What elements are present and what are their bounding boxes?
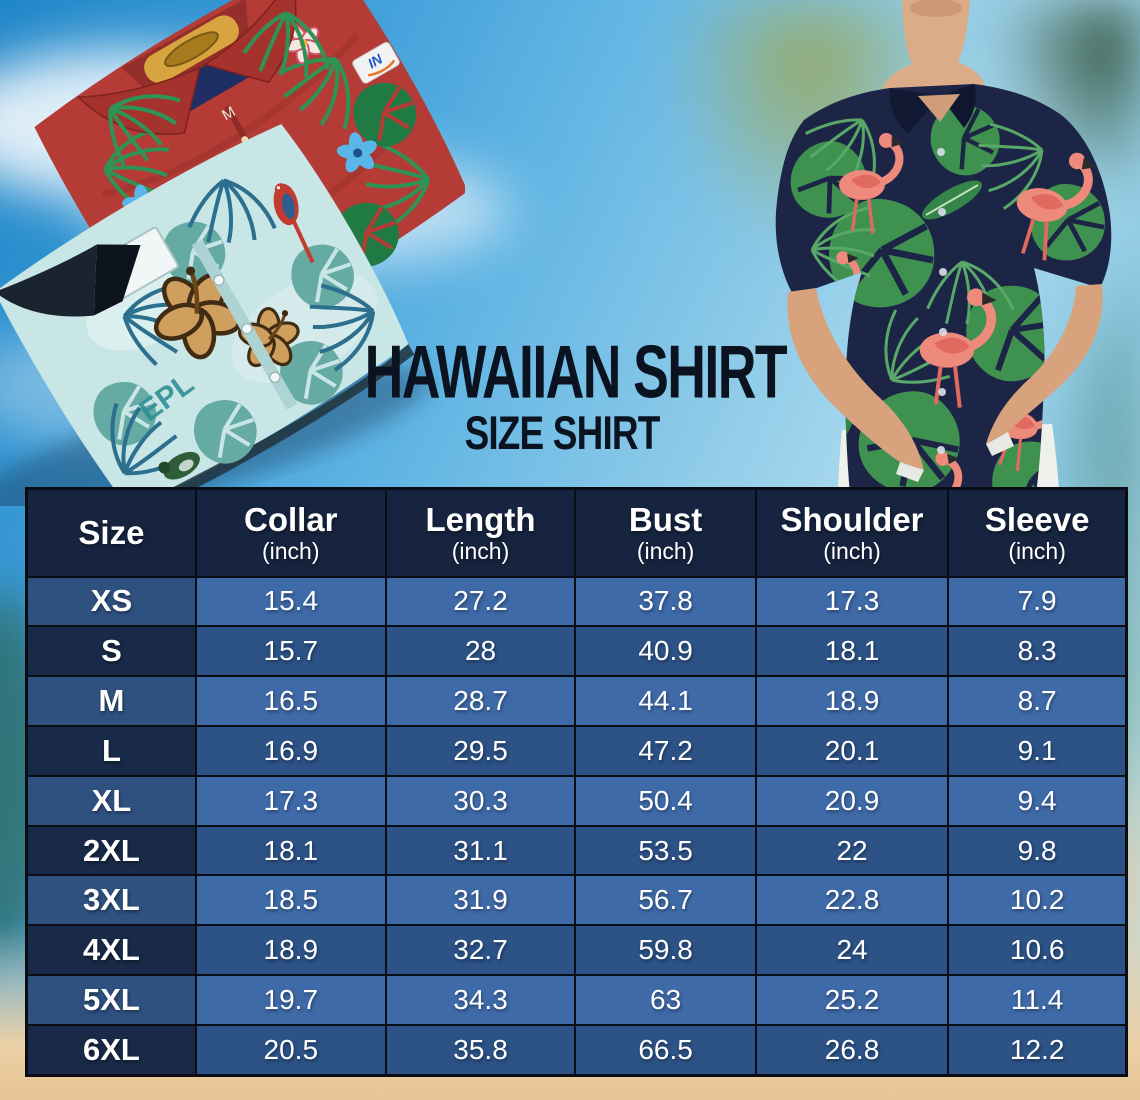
measurement-cell: 22.8	[754, 874, 950, 927]
size-label-s: S	[25, 625, 197, 678]
measurement-cell: 7.9	[947, 575, 1128, 628]
measurement-cell: 10.6	[947, 924, 1128, 977]
table-row: XS 15.4 27.2 37.8 17.3 7.9	[25, 575, 1128, 628]
measurement-cell: 20.1	[754, 724, 950, 777]
measurement-cell: 26.8	[754, 1023, 950, 1077]
column-header-size: Size	[25, 487, 197, 578]
table-row: M 16.5 28.7 44.1 18.9 8.7	[25, 675, 1128, 727]
page-title: HAWAIIAN SHIRT	[364, 330, 788, 415]
measurement-cell: 24	[754, 924, 950, 977]
measurement-cell: 31.9	[384, 874, 577, 927]
measurement-cell: 18.1	[754, 625, 950, 678]
measurement-cell: 10.2	[947, 874, 1128, 927]
size-label-5xl: 5XL	[25, 974, 197, 1026]
size-label-xl: XL	[25, 774, 197, 827]
table-row: 3XL 18.5 31.9 56.7 22.8 10.2	[25, 874, 1128, 927]
column-header-bust: Bust (inch)	[574, 487, 757, 578]
measurement-cell: 8.3	[947, 625, 1128, 678]
table-row: 6XL 20.5 35.8 66.5 26.8 12.2	[25, 1023, 1128, 1077]
measurement-cell: 30.3	[384, 774, 577, 827]
size-table-body: XS 15.4 27.2 37.8 17.3 7.9 S 15.7 28 40.9 18.1 8.3 M…	[25, 575, 1128, 1077]
measurement-cell: 29.5	[384, 724, 577, 777]
column-header-sleeve: Sleeve (inch)	[947, 487, 1128, 578]
measurement-cell: 15.7	[194, 625, 387, 678]
bird-illustration	[158, 451, 200, 480]
measurement-cell: 32.7	[384, 924, 577, 977]
measurement-cell: 25.2	[754, 974, 950, 1026]
measurement-cell: 18.5	[194, 874, 387, 927]
measurement-cell: 28.7	[384, 675, 577, 727]
measurement-cell: 18.9	[194, 924, 387, 977]
model-neck	[882, 0, 986, 92]
table-row: 5XL 19.7 34.3 63 25.2 11.4	[25, 974, 1128, 1026]
measurement-cell: 17.3	[754, 575, 950, 628]
measurement-cell: 37.8	[574, 575, 757, 628]
measurement-cell: 22	[754, 824, 950, 877]
measurement-cell: 18.1	[194, 824, 387, 877]
measurement-cell: 15.4	[194, 575, 387, 628]
size-label-4xl: 4XL	[25, 924, 197, 977]
measurement-cell: 34.3	[384, 974, 577, 1026]
model-right-arm	[986, 284, 1103, 444]
teal-hawaiian-shirt: EPL	[0, 124, 415, 506]
measurement-cell: 18.9	[754, 675, 950, 727]
measurement-cell: 40.9	[574, 625, 757, 678]
table-header-row: Size Collar (inch) Length (inch) Bust (inch…	[25, 487, 1128, 578]
measurement-cell: 56.7	[574, 874, 757, 927]
measurement-cell: 11.4	[947, 974, 1128, 1026]
measurement-cell: 9.4	[947, 774, 1128, 827]
measurement-cell: 17.3	[194, 774, 387, 827]
size-label-3xl: 3XL	[25, 874, 197, 927]
measurement-cell: 44.1	[574, 675, 757, 727]
size-label-6xl: 6XL	[25, 1023, 197, 1077]
column-header-length: Length (inch)	[384, 487, 577, 578]
title-block: HAWAIIAN SHIRT SIZE SHIRT	[312, 330, 812, 460]
measurement-cell: 63	[574, 974, 757, 1026]
measurement-cell: 16.9	[194, 724, 387, 777]
measurement-cell: 59.8	[574, 924, 757, 977]
measurement-cell: 50.4	[574, 774, 757, 827]
measurement-cell: 8.7	[947, 675, 1128, 727]
column-header-shoulder: Shoulder (inch)	[754, 487, 950, 578]
table-row: 2XL 18.1 31.1 53.5 22 9.8	[25, 824, 1128, 877]
red-shirt-brand-logo: IN	[352, 41, 400, 84]
measurement-cell: 28	[384, 625, 577, 678]
measurement-cell: 19.7	[194, 974, 387, 1026]
measurement-cell: 31.1	[384, 824, 577, 877]
table-row: L 16.9 29.5 47.2 20.1 9.1	[25, 724, 1128, 777]
page-subtitle: SIZE SHIRT	[464, 406, 661, 460]
measurement-cell: 66.5	[574, 1023, 757, 1077]
size-label-l: L	[25, 724, 197, 777]
model-left-arm	[787, 288, 924, 470]
measurement-cell: 12.2	[947, 1023, 1128, 1077]
measurement-cell: 27.2	[384, 575, 577, 628]
shirt-buttons	[937, 148, 947, 454]
size-label-xs: XS	[25, 575, 197, 628]
table-row: XL 17.3 30.3 50.4 20.9 9.4	[25, 774, 1128, 827]
measurement-cell: 20.5	[194, 1023, 387, 1077]
column-header-collar: Collar (inch)	[194, 487, 387, 578]
table-row: 4XL 18.9 32.7 59.8 24 10.6	[25, 924, 1128, 977]
measurement-cell: 20.9	[754, 774, 950, 827]
model-wearing-shirt-photo	[712, 0, 1112, 560]
parrot-illustration	[273, 183, 315, 264]
measurement-cell: 9.1	[947, 724, 1128, 777]
size-label-2xl: 2XL	[25, 824, 197, 877]
size-label-m: M	[25, 675, 197, 727]
measurement-cell: 9.8	[947, 824, 1128, 877]
measurement-cell: 47.2	[574, 724, 757, 777]
measurement-cell: 53.5	[574, 824, 757, 877]
table-row: S 15.7 28 40.9 18.1 8.3	[25, 625, 1128, 678]
measurement-cell: 35.8	[384, 1023, 577, 1077]
size-chart-table: Size Collar (inch) Length (inch) Bust (inch…	[25, 487, 1128, 1077]
measurement-cell: 16.5	[194, 675, 387, 727]
